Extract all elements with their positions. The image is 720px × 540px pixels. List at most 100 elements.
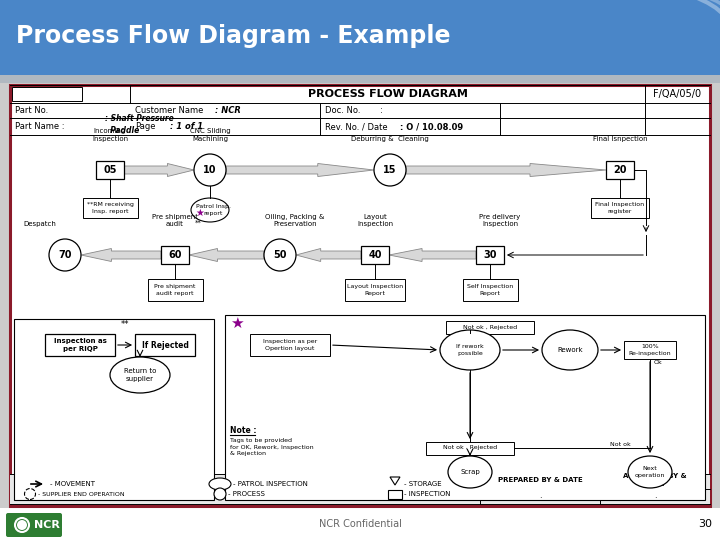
- Circle shape: [194, 154, 226, 186]
- Text: Final Isnpection: Final Isnpection: [593, 136, 647, 142]
- Text: Return to
supplier: Return to supplier: [124, 368, 156, 382]
- Text: F/QA/05/0: F/QA/05/0: [654, 89, 701, 99]
- Text: - STORAGE: - STORAGE: [404, 481, 441, 487]
- Polygon shape: [389, 248, 476, 261]
- Text: CNC Sliding
Machining: CNC Sliding Machining: [189, 129, 230, 142]
- Bar: [462, 279, 518, 301]
- Text: 100%
Re-inspection: 100% Re-inspection: [629, 345, 671, 356]
- Text: If rework
possible: If rework possible: [456, 345, 484, 356]
- Text: NCR Confidential: NCR Confidential: [318, 519, 402, 529]
- Text: Part Name :: Part Name :: [15, 122, 65, 131]
- Text: .: .: [539, 491, 541, 501]
- Bar: [361, 246, 389, 264]
- Text: Layout
Inspection: Layout Inspection: [357, 213, 393, 227]
- FancyBboxPatch shape: [6, 513, 62, 537]
- Text: : 1 of 1: : 1 of 1: [170, 122, 203, 131]
- Text: Rework: Rework: [557, 347, 582, 353]
- Circle shape: [264, 239, 296, 271]
- Text: APPROVED BY &
DATE: APPROVED BY & DATE: [624, 473, 687, 487]
- Polygon shape: [81, 248, 161, 261]
- Text: ★: ★: [196, 208, 204, 218]
- Text: : NCR: : NCR: [215, 106, 241, 115]
- Text: Tags to be provided
for OK, Rework, Inspection
& Rejection: Tags to be provided for OK, Rework, Insp…: [230, 438, 314, 456]
- Text: 15: 15: [383, 165, 397, 175]
- Bar: [10, 474, 710, 504]
- Bar: [14, 319, 214, 500]
- Text: Inspection as per
Opertion layout: Inspection as per Opertion layout: [263, 340, 317, 350]
- Polygon shape: [189, 248, 264, 261]
- Bar: [148, 279, 202, 301]
- Text: Self Inspection
Report: Self Inspection Report: [467, 285, 513, 295]
- Circle shape: [24, 489, 35, 500]
- Bar: [45, 334, 115, 356]
- Circle shape: [49, 239, 81, 271]
- Text: ★: ★: [230, 315, 244, 330]
- Bar: [0, 508, 720, 540]
- Bar: [10, 85, 710, 506]
- Text: Incoming
Inspection: Incoming Inspection: [92, 129, 128, 142]
- Text: Pre delivery
Inspection: Pre delivery Inspection: [480, 213, 521, 227]
- Ellipse shape: [209, 478, 231, 490]
- Polygon shape: [390, 477, 400, 485]
- Bar: [446, 321, 534, 334]
- Bar: [161, 246, 189, 264]
- Text: 50: 50: [274, 250, 287, 260]
- Text: Pre shipment
audit report: Pre shipment audit report: [154, 285, 196, 295]
- Text: Deburring &  Cleaning: Deburring & Cleaning: [351, 136, 429, 142]
- Bar: [476, 246, 504, 264]
- Text: **RM receiving
Insp. report: **RM receiving Insp. report: [86, 202, 133, 214]
- Text: Oiling, Packing &
Preservation: Oiling, Packing & Preservation: [265, 213, 325, 227]
- Text: Not ok: Not ok: [610, 442, 631, 448]
- Circle shape: [15, 518, 29, 532]
- Bar: [606, 161, 634, 179]
- Text: - PROCESS: - PROCESS: [228, 491, 265, 497]
- Text: If Rejected: If Rejected: [142, 341, 189, 349]
- Polygon shape: [124, 164, 194, 177]
- Text: - SUPPLIER END OPERATION: - SUPPLIER END OPERATION: [38, 491, 125, 496]
- Text: Process Flow Diagram - Example: Process Flow Diagram - Example: [16, 24, 451, 48]
- Text: :: :: [380, 106, 383, 115]
- Bar: [250, 334, 330, 356]
- Ellipse shape: [191, 198, 229, 222]
- Bar: [345, 279, 405, 301]
- Text: PROCESS FLOW DIAGRAM: PROCESS FLOW DIAGRAM: [307, 89, 467, 99]
- Bar: [624, 341, 676, 359]
- Circle shape: [214, 488, 226, 500]
- Text: 10: 10: [203, 165, 217, 175]
- Bar: [0, 75, 720, 83]
- Text: 30: 30: [698, 519, 712, 529]
- Ellipse shape: [440, 330, 500, 370]
- Bar: [135, 334, 195, 356]
- Text: Not ok , Rejected: Not ok , Rejected: [463, 325, 517, 329]
- Text: Patrol Insp.
report: Patrol Insp. report: [196, 205, 230, 215]
- Text: Final Inspection
register: Final Inspection register: [595, 202, 644, 214]
- Polygon shape: [296, 248, 361, 261]
- Text: 20: 20: [613, 165, 626, 175]
- Bar: [96, 161, 124, 179]
- Ellipse shape: [110, 357, 170, 393]
- Text: Page: Page: [135, 122, 156, 131]
- Ellipse shape: [448, 456, 492, 488]
- Text: : O / 10.08.09: : O / 10.08.09: [400, 122, 463, 131]
- Text: Pre shipment
audit: Pre shipment audit: [152, 213, 198, 227]
- Text: PREPARED BY & DATE: PREPARED BY & DATE: [498, 477, 582, 483]
- Bar: [388, 490, 402, 499]
- Text: **: **: [194, 220, 202, 226]
- Text: : Shaft Pressure
  Paddle: : Shaft Pressure Paddle: [105, 114, 174, 135]
- Bar: [83, 198, 138, 218]
- Circle shape: [374, 154, 406, 186]
- Circle shape: [17, 520, 27, 530]
- Bar: [0, 0, 720, 75]
- Text: Layout Inspection
Report: Layout Inspection Report: [347, 285, 403, 295]
- Text: Next
operation: Next operation: [635, 467, 665, 477]
- Text: Despatch: Despatch: [24, 221, 56, 227]
- Polygon shape: [226, 164, 374, 177]
- Bar: [12, 87, 82, 101]
- Text: Customer Name: Customer Name: [135, 106, 203, 115]
- Polygon shape: [406, 164, 606, 177]
- Text: 30: 30: [483, 250, 497, 260]
- Text: Doc. No.: Doc. No.: [325, 106, 361, 115]
- Bar: [591, 198, 649, 218]
- Text: 05: 05: [103, 165, 117, 175]
- Text: - MOVEMENT: - MOVEMENT: [50, 481, 95, 487]
